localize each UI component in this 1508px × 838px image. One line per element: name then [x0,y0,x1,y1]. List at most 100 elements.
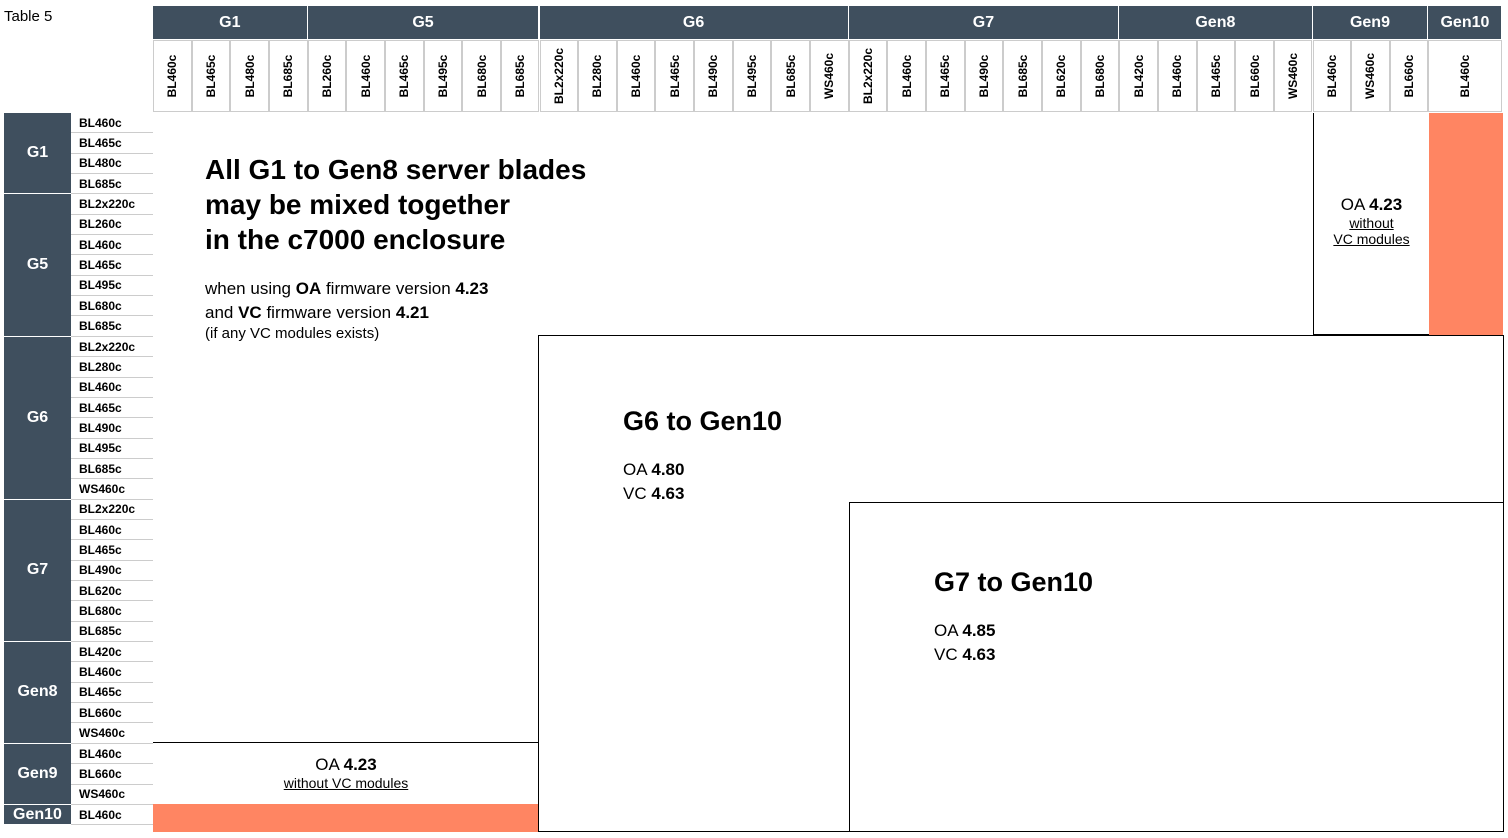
row-model-header: BL685c [71,458,153,480]
g6-oa-line: OA 4.80 [623,458,684,482]
row-gen-header: Gen8 [4,642,71,744]
gen9-row-note: without VC modules [283,775,409,791]
row-model-header: BL495c [71,438,153,459]
col-model-label: BL260c [319,54,334,98]
gen9-col-without: without [1349,215,1394,231]
row-model-header: WS460c [71,784,153,805]
row-gen-header: G7 [4,499,71,643]
row-gen-header: G1 [4,113,71,195]
gen9-col-oa-version: 4.23 [1369,195,1403,214]
col-model-header: BL460c [887,40,926,112]
row-model-header: WS460c [71,723,153,744]
col-model-header: BL460c [346,40,385,112]
col-model-header: BL490c [694,40,733,112]
col-gen-header: G7 [848,6,1120,40]
row-model-header: BL460c [71,377,153,398]
row-model-header: BL465c [71,133,153,154]
gen9-row-oa-version: 4.23 [343,755,377,774]
col-gen-header: Gen8 [1119,6,1313,40]
row-model-header: BL490c [71,418,153,439]
col-gen-header: Gen10 [1428,6,1503,40]
g7-vc-label: VC [934,645,958,664]
col-model-label: BL465c [938,54,953,98]
col-model-header: BL495c [423,40,463,112]
col-model-label: BL490c [706,54,721,98]
col-model-label: BL2x220c [861,47,875,105]
row-gen-header: Gen9 [4,743,71,805]
col-gen-header: G6 [539,6,849,40]
col-model-label: BL460c [899,54,914,98]
col-model-header: BL460c [1157,40,1197,112]
g7-heading: G7 to Gen10 [934,567,1094,597]
row-model-header: BL680c [71,296,153,317]
row-model-header: BL685c [71,621,153,643]
row-model-header: BL280c [71,357,153,378]
g6-heading: G6 to Gen10 [623,406,783,436]
col-model-header: BL420c [1119,40,1158,112]
col-model-label: BL680c [474,54,489,98]
row-model-header: BL460c [71,520,153,541]
row-model-header: BL420c [71,642,153,663]
row-model-header: BL465c [71,255,153,276]
oa-firmware-line: when using OA firmware version 4.23 [205,277,586,301]
row-model-header: BL660c [71,764,153,785]
g7-oa-label: OA [934,621,958,640]
row-model-header: BL490c [71,560,153,582]
gen9-col-oa-line: OA 4.23 [1314,195,1429,215]
col-model-label: BL465c [397,54,412,98]
col-model-label: BL465c [667,54,682,98]
col-model-label: BL280c [590,54,605,98]
row-model-header: BL460c [71,235,153,256]
oa-line-version: 4.23 [455,279,489,298]
col-model-header: BL460c [153,40,192,112]
gen10-row-incompatible [153,804,539,832]
row-model-header: BL620c [71,581,153,602]
col-model-header: BL465c [926,40,965,112]
col-model-header: WS460c [1273,40,1313,112]
col-model-label: BL480c [242,54,257,98]
gen9-col-oa-label: OA [1340,195,1365,214]
col-model-header: BL280c [578,40,617,112]
vc-line-vc: VC [238,303,262,322]
col-model-label: BL460c [629,54,644,98]
row-model-header: BL2x220c [71,336,153,358]
col-model-header: BL490c [964,40,1004,112]
col-gen-header: G1 [153,6,308,40]
col-model-label: BL490c [976,54,991,98]
col-model-header: BL495c [732,40,772,112]
col-model-label: WS460c [1363,52,1378,100]
gen9-row-oa-line: OA 4.23 [153,755,539,775]
col-model-header: BL660c [1389,40,1429,112]
col-model-label: BL685c [281,54,296,98]
g7-vc-line: VC 4.63 [934,643,995,667]
g6-oa-label: OA [623,460,647,479]
row-model-header: BL465c [71,682,153,704]
col-model-label: BL460c [1324,54,1339,98]
col-model-label: BL660c [1402,54,1417,98]
col-model-label: BL460c [1170,54,1185,98]
g6-vc-line: VC 4.63 [623,482,684,506]
col-model-label: BL495c [745,54,760,98]
row-model-header: BL2x220c [71,499,153,520]
col-model-header: BL660c [1235,40,1274,112]
vc-line-prefix: and [205,303,239,322]
col-model-label: WS460c [1286,52,1301,100]
table-label: Table 5 [4,8,53,25]
g7-to-gen10-box: G7 to Gen10 OA 4.85 VC 4.63 [849,502,1504,832]
col-model-header: BL465c [1196,40,1236,112]
row-model-header: BL495c [71,275,153,297]
vc-line-mid: firmware version [261,303,396,322]
col-model-label: BL685c [783,54,798,98]
col-model-header: WS460c [1351,40,1390,112]
g6-vc-label: VC [623,484,647,503]
col-model-label: BL620c [1054,54,1069,98]
col-model-header: BL460c [1428,40,1503,112]
col-model-label: BL460c [165,54,180,98]
oa-line-prefix: when using [205,279,296,298]
col-model-header: WS460c [810,40,849,112]
oa-line-oa: OA [295,279,322,298]
row-gen-header: G6 [4,336,71,500]
col-model-label: BL465c [203,54,218,98]
vc-modules-note: (if any VC modules exists) [205,325,380,342]
col-model-label: BL465c [1208,54,1223,98]
